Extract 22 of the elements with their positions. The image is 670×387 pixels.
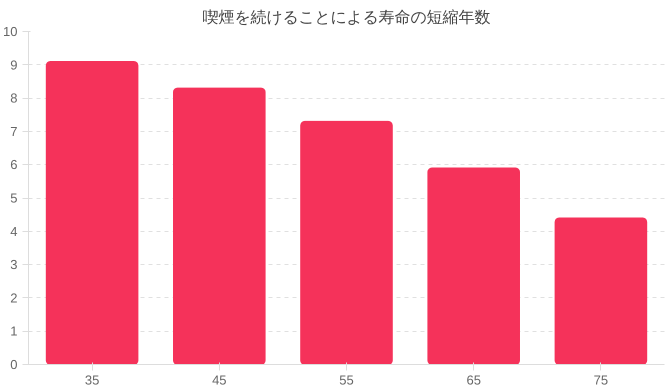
x-tick-label: 55 — [339, 372, 354, 387]
y-tick-label: 10 — [3, 24, 18, 39]
x-tick-label: 35 — [84, 372, 100, 387]
x-tick-label: 75 — [594, 372, 608, 387]
y-tick-label: 9 — [10, 57, 18, 72]
y-tick-label: 3 — [10, 257, 18, 272]
y-tick-label: 7 — [10, 124, 18, 139]
x-tick-label: 45 — [212, 372, 227, 387]
y-tick-label: 1 — [10, 324, 18, 339]
y-tick-label: 5 — [10, 190, 18, 206]
chart-title: 喫煙を続けることによる寿命の短縮年数 — [202, 8, 490, 26]
bar — [427, 168, 520, 364]
bar — [554, 217, 648, 364]
bar — [300, 120, 393, 364]
y-tick-label: 4 — [10, 224, 18, 239]
bar — [46, 60, 138, 364]
y-tick-label: 2 — [10, 290, 18, 306]
y-tick-label: 6 — [10, 157, 18, 172]
bar — [173, 88, 266, 364]
y-tick-label: 0 — [10, 357, 18, 372]
y-tick-label: 8 — [10, 90, 18, 106]
x-tick-label: 65 — [466, 372, 481, 387]
